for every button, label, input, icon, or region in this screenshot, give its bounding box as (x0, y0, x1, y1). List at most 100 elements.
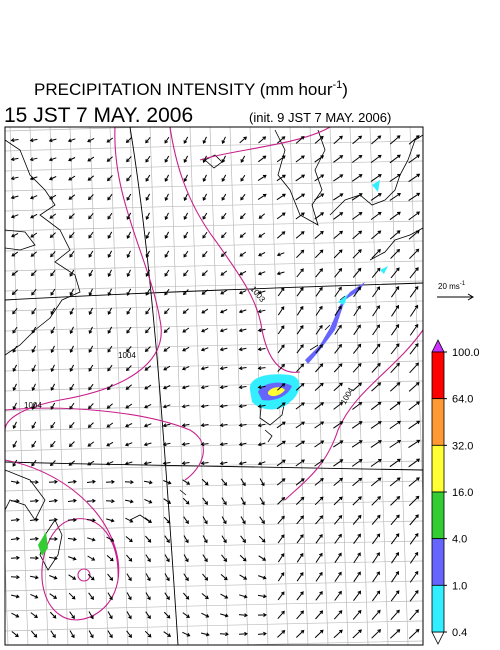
wind-vector (145, 193, 151, 201)
wind-vector (239, 232, 246, 238)
wind-vector (239, 136, 247, 144)
wind-vector (88, 212, 94, 220)
wind-vector (200, 404, 209, 409)
wind-vector (371, 382, 382, 392)
graticule-line (5, 600, 423, 612)
wind-vector (352, 249, 362, 259)
wind-vector (201, 308, 209, 314)
wind-vector (69, 288, 75, 296)
graticule-line (89, 127, 109, 645)
wind-vector (201, 289, 209, 295)
wind-vector (371, 590, 381, 602)
wind-vector (315, 552, 323, 563)
wind-vector (162, 404, 171, 409)
wind-vector (107, 231, 113, 239)
init-time: (init. 9 JST 7 MAY. 2006) (249, 110, 391, 125)
wind-vector (257, 385, 266, 390)
wind-vector (390, 343, 400, 355)
wind-vector (164, 136, 170, 144)
wind-vector (10, 195, 19, 200)
wind-vector (144, 517, 152, 523)
wind-vector (181, 385, 190, 390)
wind-vector (351, 440, 363, 448)
wind-vector (296, 363, 305, 373)
wind-vector (257, 594, 267, 599)
wind-vector (315, 363, 324, 373)
colorbar-label: 1.0 (452, 580, 467, 592)
wind-vector (11, 631, 19, 638)
wind-vector (163, 480, 172, 485)
wind-vector (408, 135, 420, 145)
wind-vector (389, 439, 402, 448)
wind-vector (390, 629, 401, 639)
graticule-line (5, 560, 423, 572)
wind-vector (29, 176, 38, 181)
wind-vector (30, 232, 38, 238)
wind-vector (107, 364, 113, 372)
wind-vector (106, 441, 114, 447)
wind-vector (107, 611, 113, 620)
wind-vector (239, 574, 248, 580)
wind-vector (390, 533, 400, 545)
wind-vector (277, 591, 285, 601)
wind-vector (238, 366, 247, 371)
wind-vector (409, 248, 420, 260)
wind-vector (68, 592, 76, 600)
precip (38, 532, 48, 556)
wind-vector (106, 422, 114, 428)
wind-vector (220, 270, 228, 276)
parallel (5, 282, 423, 301)
graticule-line (5, 420, 423, 432)
wind-vector (276, 478, 286, 486)
wind-vector (409, 532, 419, 545)
wind-vector (333, 193, 344, 201)
wind-vector (12, 459, 18, 467)
wind-vector (126, 345, 132, 353)
meridian (129, 127, 179, 645)
wind-vector (371, 267, 381, 279)
wind-vector (10, 498, 20, 504)
wind-vector (201, 612, 210, 618)
graticule-line (5, 127, 168, 132)
wind-vector (125, 384, 133, 390)
wind-vector (296, 534, 304, 544)
wind-vector (48, 138, 57, 143)
wind-vector (145, 269, 151, 277)
wind-vector (183, 592, 190, 600)
wind-vector (257, 612, 267, 618)
wind-vector (10, 575, 20, 580)
wind-vector (219, 442, 228, 447)
wind-vector (333, 610, 343, 620)
wind-vector (164, 269, 170, 277)
wind-vector (257, 366, 266, 371)
wind-vector (88, 326, 93, 334)
wind-vector (69, 231, 75, 239)
wind-vector (220, 613, 229, 618)
wind-vector (409, 267, 419, 279)
wind-vector (315, 590, 323, 601)
wind-vector (145, 250, 150, 258)
wind-vector (259, 516, 265, 525)
wind-vector (164, 231, 170, 239)
wind-vector (50, 383, 56, 391)
wind-vector (334, 533, 342, 544)
wind-vector (144, 365, 152, 371)
wind-vector (125, 365, 132, 372)
wind-vector (145, 136, 151, 144)
graticule-line (5, 400, 423, 412)
wind-vector (202, 250, 208, 258)
wind-vector (88, 403, 94, 410)
wind-vector (351, 421, 363, 429)
wind-vector (69, 345, 74, 353)
wind-vector (201, 478, 209, 486)
wind-vector (238, 442, 247, 447)
wind-vector (239, 554, 247, 562)
wind-vector (145, 288, 151, 296)
wind-vector (69, 364, 75, 372)
wind-vector (31, 383, 36, 392)
wind-vector (31, 630, 38, 638)
wind-vector (277, 287, 285, 297)
wind-vector (69, 250, 75, 258)
wind-vector (370, 154, 382, 164)
wind-vector (314, 193, 325, 201)
